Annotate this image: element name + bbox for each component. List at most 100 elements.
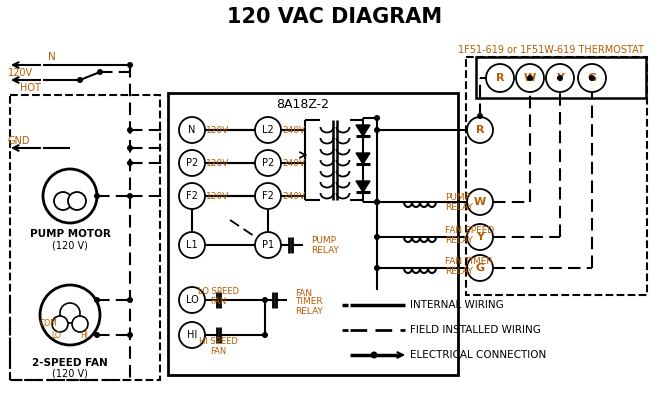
Circle shape (255, 117, 281, 143)
Circle shape (179, 287, 205, 313)
Text: FAN: FAN (210, 297, 226, 307)
Circle shape (179, 117, 205, 143)
Circle shape (374, 265, 380, 271)
Circle shape (467, 189, 493, 215)
Polygon shape (356, 153, 370, 164)
Circle shape (467, 224, 493, 250)
Text: 120V: 120V (206, 191, 230, 201)
Circle shape (68, 192, 86, 210)
Bar (466, 57, 647, 295)
Circle shape (40, 285, 100, 345)
Text: (120 V): (120 V) (52, 240, 88, 250)
Circle shape (52, 316, 68, 332)
Text: F2: F2 (186, 191, 198, 201)
Text: HI: HI (80, 331, 88, 339)
Text: RELAY: RELAY (445, 235, 473, 245)
Circle shape (527, 75, 533, 81)
Circle shape (477, 113, 483, 119)
Circle shape (97, 69, 103, 75)
Circle shape (516, 64, 544, 92)
Text: RELAY: RELAY (445, 266, 473, 276)
Circle shape (374, 127, 380, 133)
Circle shape (467, 255, 493, 281)
Text: P2: P2 (262, 158, 274, 168)
Text: Y: Y (556, 73, 564, 83)
Text: TIMER: TIMER (295, 297, 323, 307)
Circle shape (179, 322, 205, 348)
Text: L2: L2 (262, 125, 274, 135)
Circle shape (179, 183, 205, 209)
Circle shape (262, 297, 268, 303)
Text: RELAY: RELAY (445, 202, 473, 212)
Text: COM: COM (39, 318, 57, 328)
Circle shape (179, 150, 205, 176)
Text: Y: Y (476, 232, 484, 242)
Circle shape (589, 75, 595, 81)
Circle shape (43, 169, 97, 223)
Text: 120V: 120V (8, 68, 33, 78)
Circle shape (127, 160, 133, 166)
Circle shape (578, 64, 606, 92)
Circle shape (127, 62, 133, 68)
Bar (10, 95, 160, 380)
Text: FAN SPEED: FAN SPEED (445, 225, 494, 235)
Circle shape (54, 192, 72, 210)
Circle shape (546, 64, 574, 92)
Circle shape (557, 75, 563, 81)
Circle shape (127, 332, 133, 338)
Text: 240V: 240V (283, 126, 306, 134)
Circle shape (374, 234, 380, 240)
Text: PUMP: PUMP (445, 192, 470, 202)
Text: R: R (496, 73, 505, 83)
Text: N: N (188, 125, 196, 135)
Bar (168, 93, 458, 375)
Text: ELECTRICAL CONNECTION: ELECTRICAL CONNECTION (410, 350, 546, 360)
Text: RELAY: RELAY (311, 246, 339, 254)
Text: FIELD INSTALLED WIRING: FIELD INSTALLED WIRING (410, 325, 541, 335)
Text: 8A18Z-2: 8A18Z-2 (277, 98, 330, 111)
Circle shape (371, 352, 377, 359)
Circle shape (60, 303, 80, 323)
Text: PUMP MOTOR: PUMP MOTOR (29, 229, 111, 239)
Circle shape (374, 115, 380, 121)
Text: R: R (476, 125, 484, 135)
Polygon shape (356, 181, 370, 192)
Circle shape (179, 232, 205, 258)
Text: GND: GND (8, 136, 31, 146)
Circle shape (486, 64, 514, 92)
Polygon shape (356, 125, 370, 136)
Circle shape (127, 193, 133, 199)
Circle shape (72, 316, 88, 332)
Text: G: G (476, 263, 484, 273)
Text: 120 VAC DIAGRAM: 120 VAC DIAGRAM (227, 7, 443, 27)
Text: L1: L1 (186, 240, 198, 250)
Text: G: G (588, 73, 596, 83)
Circle shape (255, 232, 281, 258)
Circle shape (94, 193, 100, 199)
Circle shape (467, 117, 493, 143)
Text: HI SPEED: HI SPEED (198, 337, 237, 347)
Text: 2-SPEED FAN: 2-SPEED FAN (32, 358, 108, 368)
Circle shape (374, 199, 380, 205)
Circle shape (127, 297, 133, 303)
Text: LO: LO (51, 331, 61, 339)
Text: 120V: 120V (206, 126, 230, 134)
Text: FAN: FAN (210, 347, 226, 357)
Text: INTERNAL WIRING: INTERNAL WIRING (410, 300, 504, 310)
Text: 240V: 240V (283, 158, 306, 168)
Text: (120 V): (120 V) (52, 369, 88, 379)
Circle shape (127, 127, 133, 133)
Text: FAN: FAN (295, 289, 312, 297)
Text: HI: HI (187, 330, 197, 340)
Text: LO: LO (186, 295, 198, 305)
Text: PUMP: PUMP (311, 235, 336, 245)
Text: LO SPEED: LO SPEED (198, 287, 239, 297)
Circle shape (94, 297, 100, 303)
Circle shape (94, 332, 100, 338)
Text: N: N (48, 52, 56, 62)
Text: W: W (524, 73, 536, 83)
Text: P1: P1 (262, 240, 274, 250)
Text: RELAY: RELAY (295, 307, 323, 316)
Text: 240V: 240V (283, 191, 306, 201)
Circle shape (374, 199, 380, 205)
